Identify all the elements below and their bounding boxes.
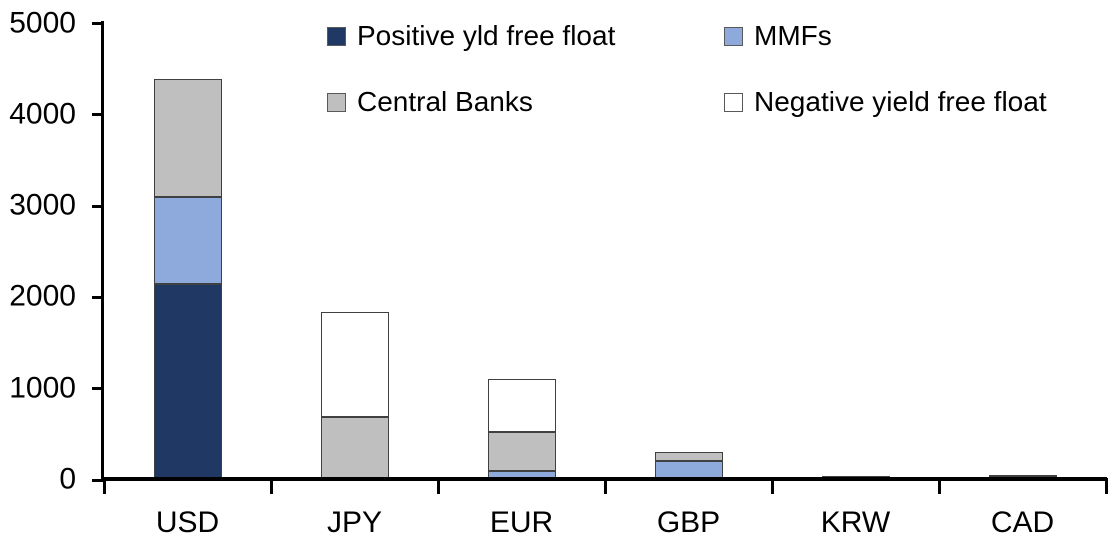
- legend-swatch-central-banks: [327, 92, 346, 112]
- legend-swatch-positive-yld-free-float: [327, 26, 346, 46]
- x-axis-label-gbp: GBP: [656, 506, 721, 539]
- y-axis-tick: [92, 22, 104, 25]
- legend-swatch-negative-yield-free-float: [724, 92, 743, 112]
- y-axis-tick: [92, 387, 104, 391]
- legend-item-mmfs: MMFs: [724, 20, 832, 52]
- y-axis-line: [101, 21, 104, 481]
- y-axis-tick-label: 5000: [9, 5, 76, 39]
- bar-segment-eur-central-banks: [487, 432, 556, 471]
- y-axis-tick: [92, 478, 104, 482]
- x-axis-tick: [102, 478, 106, 494]
- legend-item-positive-yld-free-float: Positive yld free float: [327, 20, 615, 52]
- legend-label-central-banks: Central Banks: [357, 86, 533, 117]
- x-axis-tick: [937, 478, 941, 494]
- bar-segment-jpy-negative-yield-free-float: [320, 312, 389, 417]
- legend-label-positive-yld-free-float: Positive yld free float: [357, 20, 616, 51]
- legend-item-central-banks: Central Banks: [327, 86, 533, 118]
- y-axis-tick-label: 0: [59, 462, 76, 496]
- legend-swatch-mmfs: [724, 26, 743, 46]
- bar-segment-eur-negative-yield-free-float: [487, 379, 556, 433]
- x-axis-tick: [603, 478, 607, 494]
- legend-item-negative-yield-free-float: Negative yield free float: [724, 86, 1047, 118]
- x-axis-label-cad: CAD: [990, 506, 1055, 539]
- x-axis-tick: [770, 478, 774, 494]
- x-axis-tick: [269, 478, 273, 494]
- bar-segment-usd-mmfs: [153, 196, 222, 284]
- y-axis-tick-label: 1000: [9, 371, 76, 405]
- x-axis-label-jpy: JPY: [326, 506, 383, 539]
- x-axis-label-eur: EUR: [489, 506, 554, 539]
- y-axis-tick-label: 3000: [9, 188, 76, 222]
- legend-label-mmfs: MMFs: [754, 20, 832, 51]
- bar-segment-usd-central-banks: [153, 79, 222, 197]
- x-axis-tick: [1104, 478, 1108, 494]
- bar-segment-usd-positive-yld-free-float: [153, 283, 222, 480]
- x-axis-label-usd: USD: [155, 506, 220, 539]
- bar-segment-gbp-central-banks: [654, 451, 723, 461]
- y-axis-tick: [92, 204, 104, 208]
- legend-label-negative-yield-free-float: Negative yield free float: [754, 86, 1047, 117]
- y-axis-tick-label: 4000: [9, 97, 76, 131]
- x-axis-tick: [436, 478, 440, 494]
- bar-segment-cad-central-banks: [988, 474, 1057, 478]
- y-axis-tick-label: 2000: [9, 279, 76, 313]
- x-axis-label-krw: KRW: [820, 506, 891, 539]
- y-axis-tick: [92, 295, 104, 299]
- y-axis-tick: [92, 113, 104, 117]
- bar-segment-jpy-central-banks: [320, 417, 389, 480]
